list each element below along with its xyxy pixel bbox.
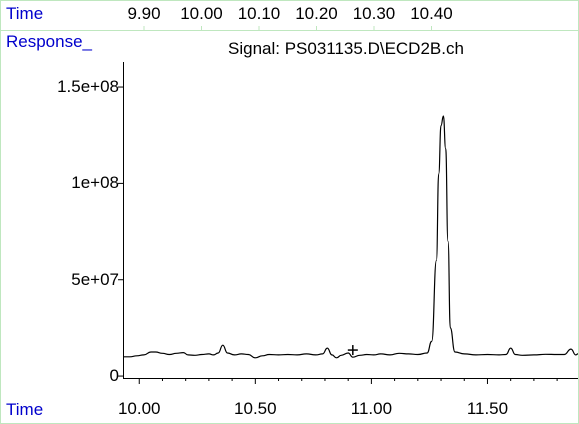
x-tick-label: 10.00 — [117, 399, 161, 418]
top-tick-label: 10.30 — [352, 4, 396, 23]
y-axis — [118, 62, 124, 378]
top-tick-label: 10.00 — [180, 4, 223, 23]
x-tick-label: 11.50 — [466, 399, 509, 418]
marker-cross — [347, 345, 358, 356]
top-tick-label: 10.20 — [295, 4, 338, 23]
y-tick-label: 5e+07 — [71, 269, 119, 289]
signal-trace — [123, 115, 579, 359]
response-label: Response_ — [6, 32, 93, 51]
y-tick-label: 0 — [109, 366, 119, 386]
top-tick-label: 9.90 — [127, 4, 161, 23]
y-tick-label: 1.5e+08 — [57, 77, 119, 97]
top-tick-label: 10.10 — [237, 4, 281, 23]
bottom-time-label: Time — [6, 400, 44, 419]
top-axis-ticks — [143, 26, 432, 30]
x-axis — [123, 378, 578, 384]
top-tick-label: 10.40 — [410, 4, 453, 23]
signal-title: Signal: PS031135.D\ECD2B.ch — [228, 39, 464, 58]
x-tick-label: 11.00 — [350, 399, 393, 418]
y-tick-label: 1e+08 — [71, 173, 119, 193]
x-tick-label: 10.50 — [234, 399, 277, 418]
top-time-label: Time — [6, 4, 44, 23]
